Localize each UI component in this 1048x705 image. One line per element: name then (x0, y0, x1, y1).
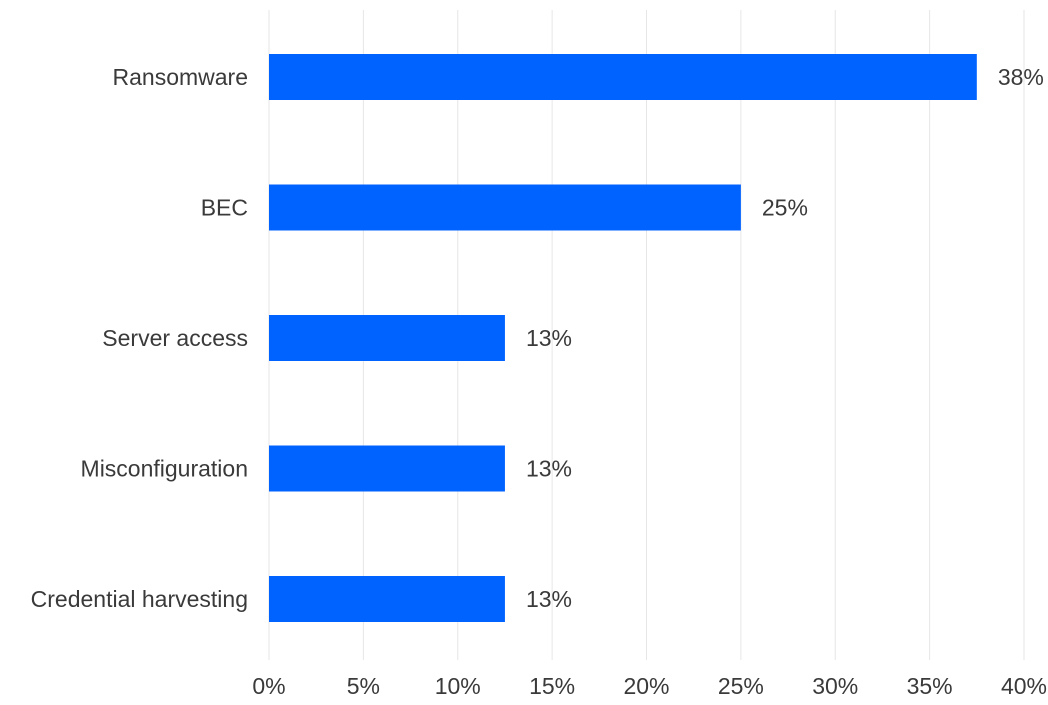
x-tick-label: 35% (907, 673, 953, 699)
bar (269, 54, 977, 100)
x-tick-label: 15% (529, 673, 575, 699)
category-label: Misconfiguration (81, 456, 248, 482)
category-label: Server access (102, 325, 248, 351)
value-label: 25% (762, 195, 808, 221)
value-label: 13% (526, 586, 572, 612)
category-label: Ransomware (113, 64, 249, 90)
category-label: Credential harvesting (31, 586, 248, 612)
x-tick-label: 30% (812, 673, 858, 699)
value-label: 13% (526, 456, 572, 482)
bar (269, 184, 741, 231)
value-labels: 38% 25% 13% 13% 13% (526, 64, 1044, 612)
bar (269, 315, 505, 361)
gridlines (268, 10, 1025, 660)
bar (269, 445, 505, 492)
x-tick-label: 25% (718, 673, 764, 699)
value-label: 13% (526, 325, 572, 351)
x-tick-label: 0% (252, 673, 285, 699)
category-labels: Ransomware BEC Server access Misconfigurati… (31, 64, 248, 612)
x-tick-label: 20% (623, 673, 669, 699)
x-tick-label: 10% (435, 673, 481, 699)
x-tick-label: 5% (347, 673, 380, 699)
bar (269, 576, 505, 622)
x-axis-tick-labels: 0% 5% 10% 15% 20% 25% 30% 35% 40% (252, 673, 1047, 699)
value-label: 38% (998, 64, 1044, 90)
category-label: BEC (201, 195, 248, 221)
x-tick-label: 40% (1001, 673, 1047, 699)
bars (269, 54, 977, 622)
